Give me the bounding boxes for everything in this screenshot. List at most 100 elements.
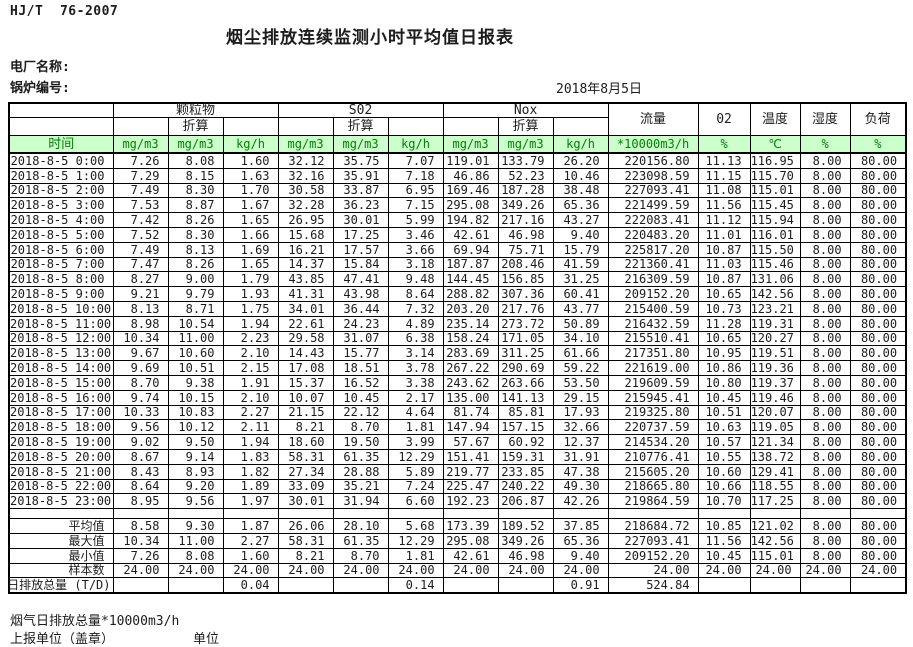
time-cell: 2018-8-5 16:00 [8, 389, 114, 406]
header-blank-cell [552, 117, 609, 136]
value-cell: 8.43 [112, 463, 169, 480]
summary-row: 最大值 10.34 11.00 2.27 58.31 61.35 12.29 295.08 34… [8, 532, 907, 549]
value-cell: 43.85 [277, 271, 334, 288]
value-cell: 24.00 [332, 562, 389, 579]
value-cell: 8.00 [799, 478, 851, 495]
blank-cell [799, 508, 851, 520]
value-cell: 8.00 [799, 389, 851, 406]
value-cell: 22.61 [277, 315, 334, 332]
value-cell: 115.01 [749, 547, 801, 564]
value-cell: 8.87 [167, 197, 224, 214]
value-cell: 61.66 [552, 345, 609, 362]
value-cell: 9.69 [112, 360, 169, 376]
value-cell: 295.08 [442, 197, 499, 214]
value-cell: 129.41 [749, 463, 801, 480]
value-cell: 2.27 [222, 404, 279, 421]
table-row: 2018-8-5 10:00 8.13 8.71 1.75 34.01 36.44 7.32… [8, 300, 907, 317]
value-cell: 119.37 [749, 374, 801, 391]
value-cell: 151.41 [442, 448, 499, 465]
value-cell: 1.67 [222, 197, 279, 214]
unit-cell: kg/h [387, 135, 444, 154]
value-cell: 3.78 [387, 360, 444, 376]
time-cell: 2018-8-5 1:00 [8, 167, 114, 184]
table-row: 2018-8-5 6:00 7.49 8.13 1.69 16.21 17.57 3.66 6… [8, 241, 907, 258]
value-cell: 80.00 [849, 532, 907, 549]
value-cell: 9.79 [167, 286, 224, 302]
value-cell: 123.21 [749, 300, 801, 317]
time-cell: 2018-8-5 7:00 [8, 256, 114, 273]
value-cell: 28.10 [332, 518, 389, 534]
value-cell: 9.56 [167, 493, 224, 510]
blank-cell [697, 508, 751, 520]
value-cell: 3.46 [387, 226, 444, 243]
value-cell: 9.40 [552, 226, 609, 243]
value-cell: 203.20 [442, 300, 499, 317]
value-cell: 10.87 [697, 271, 751, 288]
value-cell: 1.69 [222, 241, 279, 258]
value-cell: 8.98 [112, 315, 169, 332]
value-cell: 117.25 [749, 493, 801, 510]
table-row: 2018-8-5 3:00 7.53 8.87 1.67 32.28 36.23 7.15 2… [8, 197, 907, 214]
value-cell: 133.79 [497, 152, 554, 169]
value-cell: 80.00 [849, 493, 907, 510]
value-cell: 30.58 [277, 182, 334, 199]
time-cell: 2018-8-5 11:00 [8, 315, 114, 332]
blank-cell [749, 508, 801, 520]
value-cell: 8.08 [167, 547, 224, 564]
value-cell: 10.45 [332, 389, 389, 406]
value-cell: 208.46 [497, 256, 554, 273]
value-cell: 119.31 [749, 315, 801, 332]
value-cell: 116.95 [749, 152, 801, 169]
value-cell: 227093.41 [607, 182, 699, 199]
header-converted-row: 折算 折算 折算 [8, 117, 906, 136]
unit-label: 单位 [193, 632, 220, 647]
value-cell: 119.01 [442, 152, 499, 169]
value-cell: 24.00 [497, 562, 554, 579]
value-cell: 10.51 [167, 360, 224, 376]
value-cell: 311.25 [497, 345, 554, 362]
value-cell: 85.81 [497, 404, 554, 421]
value-cell: 31.94 [332, 493, 389, 510]
unit-cell: mg/m3 [167, 135, 224, 154]
value-cell: 8.00 [799, 182, 851, 199]
table-row: 2018-8-5 14:00 9.69 10.51 2.15 17.08 18.51 3.7… [8, 360, 907, 376]
value-cell: 8.00 [799, 152, 851, 169]
value-cell [332, 577, 389, 594]
header-blank-cell [112, 117, 169, 136]
value-cell: 41.59 [552, 256, 609, 273]
value-cell: 156.85 [497, 271, 554, 288]
value-cell: 221619.00 [607, 360, 699, 376]
unit-cell: mg/m3 [497, 135, 554, 154]
value-cell: 33.09 [277, 478, 334, 495]
value-cell: 42.61 [442, 226, 499, 243]
value-cell: 216309.59 [607, 271, 699, 288]
value-cell: 9.40 [552, 547, 609, 564]
value-cell: 80.00 [849, 389, 907, 406]
value-cell: 9.14 [167, 448, 224, 465]
value-cell: 10.66 [697, 478, 751, 495]
blank-cell [8, 508, 114, 520]
value-cell: 8.13 [112, 300, 169, 317]
value-cell: 119.46 [749, 389, 801, 406]
value-cell: 7.52 [112, 226, 169, 243]
value-cell: 61.35 [332, 448, 389, 465]
time-cell: 2018-8-5 17:00 [8, 404, 114, 421]
value-cell: 10.83 [167, 404, 224, 421]
table-row: 2018-8-5 17:00 10.33 10.83 2.27 21.15 22.12 4.… [8, 404, 907, 421]
value-cell: 8.00 [799, 241, 851, 258]
table-row: 2018-8-5 1:00 7.29 8.15 1.63 32.16 35.91 7.18 4… [8, 167, 907, 184]
value-cell: 36.23 [332, 197, 389, 214]
value-cell: 43.98 [332, 286, 389, 302]
value-cell: 115.94 [749, 212, 801, 228]
value-cell: 47.38 [552, 463, 609, 480]
group-header-so2: S02 [277, 102, 444, 118]
value-cell: 221360.41 [607, 256, 699, 273]
value-cell: 115.46 [749, 256, 801, 273]
value-cell: 7.29 [112, 167, 169, 184]
blank-cell [332, 508, 389, 520]
value-cell: 194.82 [442, 212, 499, 228]
summary-label: 日排放总量 (T/D) [7, 578, 111, 593]
value-cell: 8.93 [167, 463, 224, 480]
value-cell: 52.23 [497, 167, 554, 184]
value-cell: 7.26 [112, 152, 169, 169]
